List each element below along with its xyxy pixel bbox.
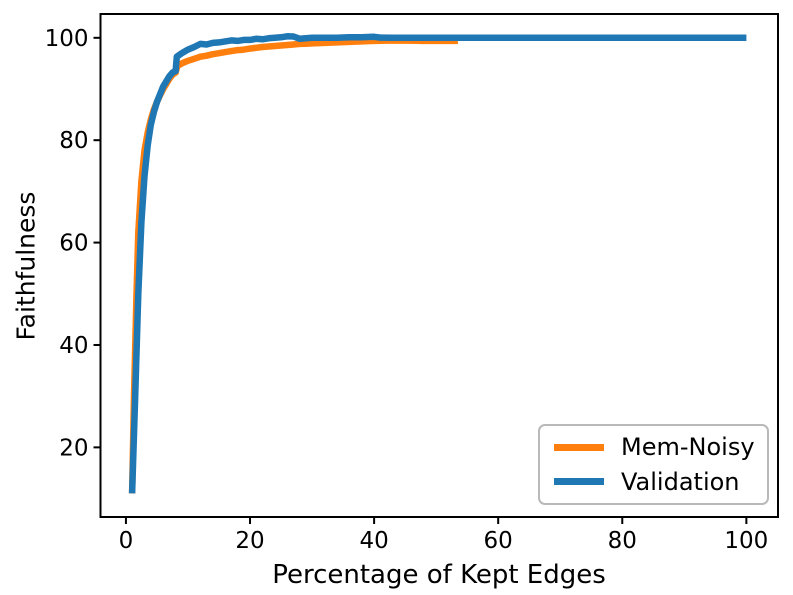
legend-label-validation: Validation [621,467,740,496]
x-tick-label: 80 [608,528,637,554]
x-tick-label: 20 [235,528,264,554]
legend-item-validation: Validation [540,465,767,500]
x-tick-label: 0 [119,528,134,554]
y-tick-label: 80 [59,128,88,154]
y-tick-label: 40 [59,333,88,359]
legend-item-mem-noisy: Mem-Noisy [540,430,767,465]
x-axis-label: Percentage of Kept Edges [272,560,606,590]
y-axis-label: Faithfulness [11,191,41,341]
x-tick-label: 100 [724,528,768,554]
y-tick-label: 100 [45,26,89,52]
mem-noisy-line-swatch [554,443,604,451]
x-tick-label: 40 [359,528,388,554]
y-tick-label: 20 [59,435,88,461]
validation-line-swatch [554,478,604,486]
series-line-mem-noisy [128,37,458,494]
series-line-validation [128,33,747,494]
legend: Mem-Noisy Validation [538,424,769,505]
plot-spines [99,13,779,518]
y-tick-label: 60 [59,231,88,257]
x-tick-label: 60 [484,528,513,554]
legend-label-mem-noisy: Mem-Noisy [621,433,755,462]
